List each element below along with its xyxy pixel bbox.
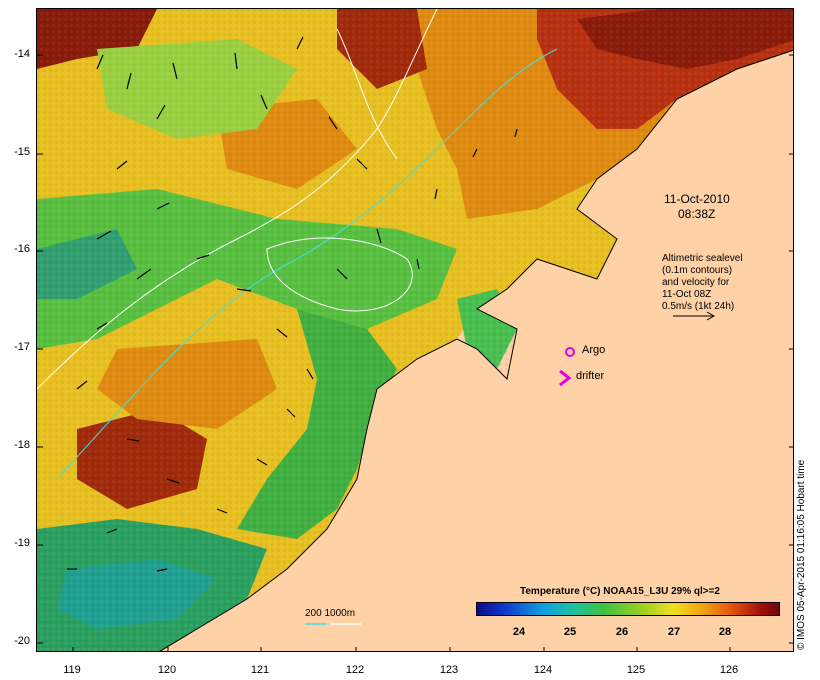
argo-label: Argo	[582, 344, 606, 356]
lat-tick-label: -19	[14, 537, 30, 549]
lat-tick-label: -14	[14, 48, 30, 60]
drifter-marker	[559, 369, 572, 387]
legend-line: 11-Oct 08Z	[662, 289, 712, 300]
axis-ticks	[37, 54, 793, 651]
lon-tick-label: 125	[626, 664, 646, 676]
lon-tick-label: 121	[250, 664, 270, 676]
argo-marker	[565, 347, 575, 357]
lon-tick-label: 124	[533, 664, 553, 676]
legend-line: (0.1m contours)	[662, 265, 733, 276]
sst-map	[37, 9, 793, 651]
drifter-label: drifter	[576, 370, 605, 382]
date-label: 11-Oct-2010	[664, 192, 730, 206]
lat-tick-label: -18	[14, 439, 30, 451]
colorbar-title: Temperature (°C) NOAA15_L3U 29% ql>=2	[520, 586, 720, 597]
lon-tick-label: 122	[345, 664, 365, 676]
legend-line: Altimetric sealevel	[662, 253, 743, 264]
colorbar-tick: 26	[615, 626, 629, 638]
coastline	[159, 49, 793, 651]
time-label: 08:38Z	[678, 207, 716, 221]
credit-text: © IMOS 05-Apr-2015 01:16:05 Hobart time	[796, 459, 807, 650]
lon-tick-label: 126	[719, 664, 739, 676]
velocity-arrows	[67, 36, 518, 572]
lat-tick-label: -16	[14, 243, 30, 255]
colorbar-tick: 25	[563, 626, 577, 638]
velocity-scale-arrow	[673, 311, 716, 321]
map-panel[interactable]	[36, 8, 794, 652]
colorbar	[476, 602, 780, 616]
legend-line: 0.5m/s (1kt 24h)	[662, 301, 735, 312]
colorbar-tick: 27	[667, 626, 681, 638]
lat-tick-label: -17	[14, 341, 30, 353]
colorbar-tick: 24	[512, 626, 526, 638]
bathy-1000-contour	[37, 9, 438, 390]
lat-tick-label: -15	[14, 146, 30, 158]
lon-tick-label: 120	[157, 664, 177, 676]
lat-tick-label: -20	[14, 635, 30, 647]
bathy-200-contour	[56, 48, 558, 480]
colorbar-tick: 28	[718, 626, 732, 638]
velocity-legend: Altimetric sealevel (0.1m contours) and …	[662, 253, 743, 313]
legend-line: and velocity for	[662, 277, 730, 288]
lon-tick-label: 123	[439, 664, 459, 676]
lon-tick-label: 119	[63, 664, 81, 676]
bathy-legend-label: 200 1000m	[305, 608, 356, 619]
